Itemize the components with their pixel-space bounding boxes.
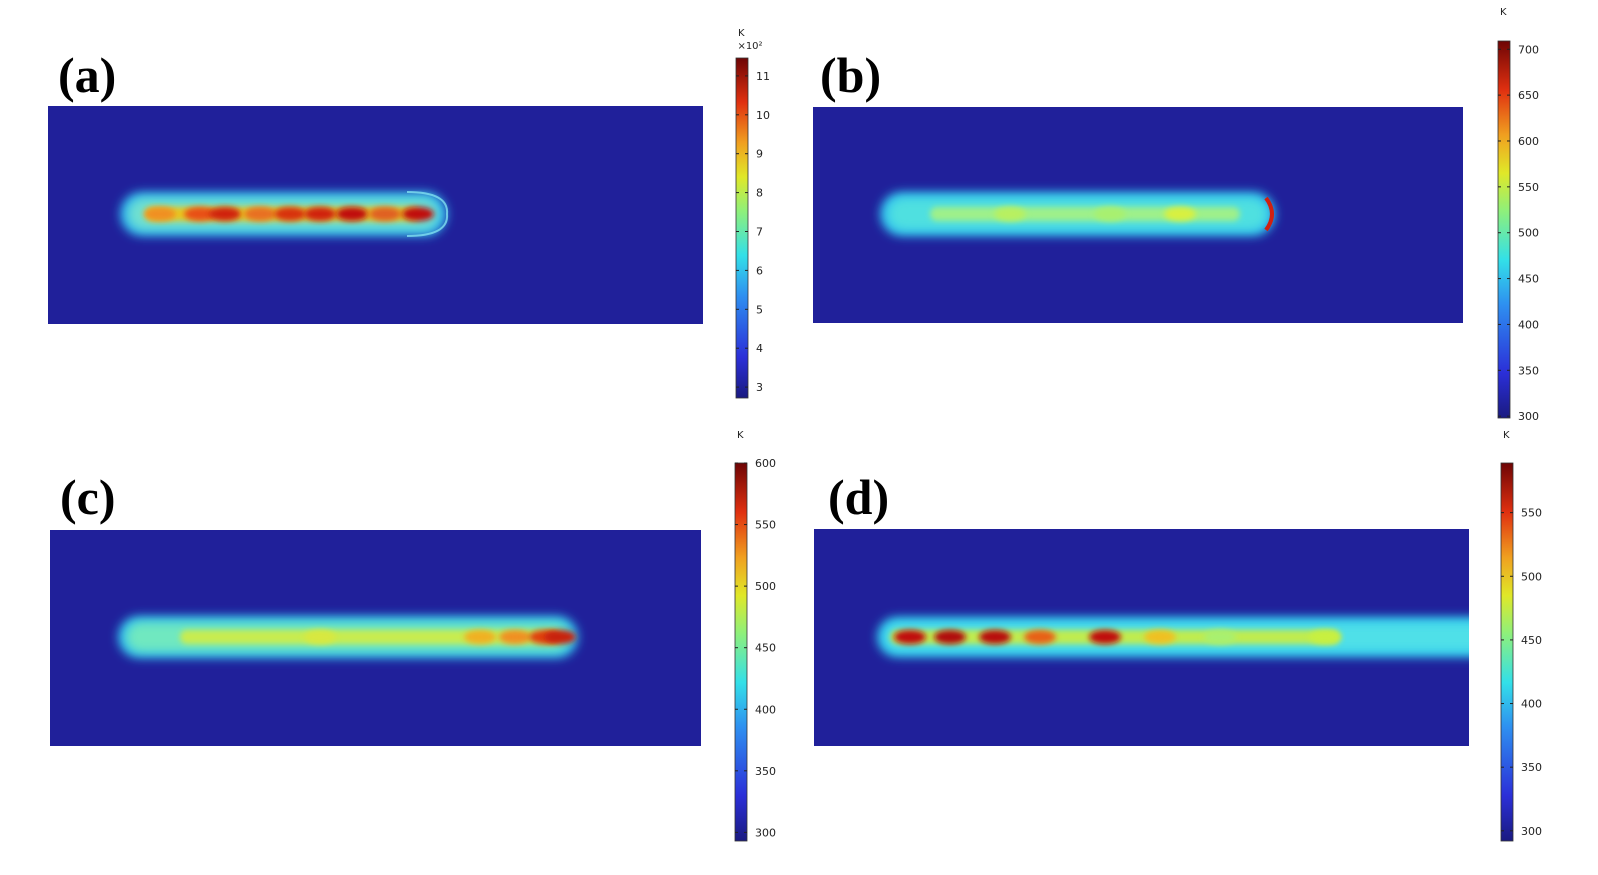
colorbar-tick-label: 400 — [1521, 698, 1542, 711]
colorbar-tick-label: 3 — [756, 381, 763, 394]
colorbar-gradient — [735, 57, 749, 399]
colorbar-gradient — [734, 462, 748, 842]
hotspot — [464, 630, 496, 644]
melt-pool-front — [406, 191, 449, 237]
colorbar-tick-label: 9 — [756, 148, 763, 161]
colorbar-tick-label: 4 — [756, 342, 763, 355]
panel-c: (c) K 300 350 400 450 500 550 600 — [50, 430, 776, 842]
colorbar-unit: K — [737, 430, 744, 441]
panel-a: (a) K ×10² 3 4 5 6 7 8 9 10 11 — [48, 28, 770, 399]
hotspot — [1309, 630, 1341, 644]
colorbar-tick-label: 450 — [1521, 634, 1542, 647]
colorbar-tick-label: 11 — [756, 70, 770, 83]
panel-b: (b) K 300 350 400 450 500 550 600 650 700 — [813, 7, 1539, 423]
hotspot — [1204, 630, 1236, 644]
hotspot — [209, 207, 241, 221]
colorbar-tick-label: 400 — [1518, 318, 1539, 331]
colorbar-tick-label: 600 — [755, 457, 776, 470]
hotspot — [369, 207, 401, 221]
colorbar-tick-label: 10 — [756, 109, 770, 122]
colorbar-tick-label: 550 — [1518, 181, 1539, 194]
panel-label: (b) — [820, 47, 881, 103]
panel-label: (c) — [60, 469, 116, 525]
melt-track — [877, 617, 1469, 657]
hotspot — [144, 207, 176, 221]
hotspot — [336, 207, 368, 221]
hotspot — [934, 630, 966, 644]
colorbar-tick-label: 350 — [1518, 364, 1539, 377]
colorbar-tick-label: 550 — [755, 519, 776, 532]
hotspot — [1094, 207, 1126, 221]
hotspot — [544, 630, 576, 644]
melt-track — [118, 616, 578, 658]
panel-d: (d) K 300 350 400 450 500 550 — [814, 430, 1542, 842]
colorbar: K 300 350 400 450 500 550 600 — [734, 430, 776, 842]
colorbar-tick-label: 6 — [756, 264, 763, 277]
colorbar-tick-label: 700 — [1518, 43, 1539, 56]
hotspot — [1144, 630, 1176, 644]
colorbar-unit: K — [738, 28, 745, 39]
hotspot — [1089, 630, 1121, 644]
colorbar-tick-label: 500 — [1521, 570, 1542, 583]
colorbar-tick-label: 450 — [1518, 273, 1539, 286]
colorbar-tick-label: 300 — [755, 826, 776, 839]
colorbar-tick-label: 550 — [1521, 507, 1542, 520]
hotspot — [402, 207, 434, 221]
colorbar-tick-label: 300 — [1521, 825, 1542, 838]
colorbar-tick-label: 500 — [755, 580, 776, 593]
colorbar-unit: K — [1503, 430, 1510, 441]
colorbar: K ×10² 3 4 5 6 7 8 9 10 11 — [735, 28, 770, 399]
colorbar-tick-label: 7 — [756, 226, 763, 239]
hotspot — [304, 630, 336, 644]
hotspot — [979, 630, 1011, 644]
hotspot — [499, 630, 531, 644]
hotspot — [894, 630, 926, 644]
colorbar-tick-label: 300 — [1518, 410, 1539, 423]
hotspot — [274, 207, 306, 221]
track-core — [180, 630, 560, 644]
panel-label: (a) — [58, 47, 116, 103]
colorbar-tick-label: 450 — [755, 642, 776, 655]
colorbar-unit: K — [1500, 7, 1507, 18]
colorbar-tick-label: 650 — [1518, 89, 1539, 102]
melt-track — [880, 192, 1275, 236]
colorbar-tick-label: 350 — [1521, 761, 1542, 774]
panel-label: (d) — [828, 469, 889, 525]
melt-track — [120, 191, 449, 237]
colorbar-gradient — [1500, 462, 1514, 842]
hotspot — [994, 207, 1026, 221]
colorbar-multiplier: ×10² — [737, 41, 762, 52]
colorbar-tick-label: 5 — [756, 303, 763, 316]
colorbar: K 300 350 400 450 500 550 — [1500, 430, 1542, 842]
hotspot — [1164, 207, 1196, 221]
colorbar-tick-label: 400 — [755, 703, 776, 716]
colorbar-tick-label: 600 — [1518, 135, 1539, 148]
hotspot — [304, 207, 336, 221]
melt-pool-front — [1264, 196, 1274, 232]
colorbar-tick-label: 500 — [1518, 227, 1539, 240]
hotspot — [184, 207, 216, 221]
hotspot — [1024, 630, 1056, 644]
colorbar-gradient — [1497, 40, 1511, 419]
colorbar: K 300 350 400 450 500 550 600 650 700 — [1497, 7, 1539, 423]
colorbar-tick-label: 350 — [755, 765, 776, 778]
hotspot — [244, 207, 276, 221]
colorbar-tick-label: 8 — [756, 187, 763, 200]
